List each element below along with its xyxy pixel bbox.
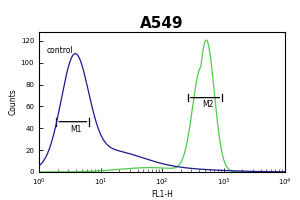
Text: M1: M1 [70, 125, 82, 134]
Y-axis label: Counts: Counts [9, 89, 18, 115]
Text: control: control [46, 46, 73, 55]
Title: A549: A549 [140, 16, 184, 31]
X-axis label: FL1-H: FL1-H [151, 190, 173, 199]
Text: M2: M2 [202, 100, 214, 109]
